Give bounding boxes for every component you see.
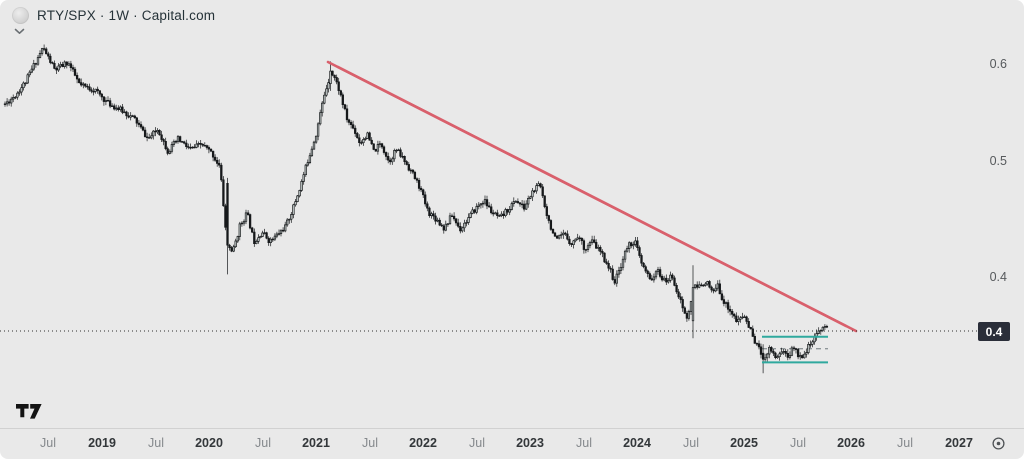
symbol-title[interactable]: RTY/SPX · 1W · Capital.com — [37, 8, 216, 23]
price-axis-label: 0.5 — [989, 154, 1007, 168]
time-axis-label[interactable]: 2025 — [730, 436, 758, 450]
time-axis-label[interactable]: Jul — [40, 436, 56, 450]
price-axis[interactable]: 0.6 0.5 0.4 — [964, 0, 1024, 428]
time-axis-label[interactable]: 2021 — [302, 436, 330, 450]
time-axis-label[interactable]: Jul — [683, 436, 699, 450]
time-axis-label[interactable]: Jul — [148, 436, 164, 450]
time-axis-label[interactable]: 2019 — [88, 436, 116, 450]
price-badge: 0.4 — [978, 322, 1010, 341]
price-axis-label: 0.4 — [989, 270, 1007, 284]
time-axis-label[interactable]: 2024 — [623, 436, 651, 450]
time-axis-label[interactable]: 2022 — [409, 436, 437, 450]
time-axis-label[interactable]: Jul — [576, 436, 592, 450]
candlestick-series[interactable] — [3, 44, 829, 374]
time-axis-label[interactable]: 2020 — [195, 436, 223, 450]
candle-bodies-up — [3, 48, 827, 360]
descending-channel[interactable] — [326, 60, 858, 333]
time-axis-label[interactable]: Jul — [897, 436, 913, 450]
candle-wicks — [4, 44, 828, 374]
price-axis-label: 0.6 — [989, 57, 1007, 71]
descending-trendline-lower[interactable] — [336, 65, 858, 333]
time-axis-label[interactable]: Jul — [255, 436, 271, 450]
symbol-header[interactable]: RTY/SPX · 1W · Capital.com — [12, 7, 215, 24]
chevron-down-icon[interactable] — [14, 28, 25, 35]
tradingview-logo[interactable] — [16, 404, 42, 419]
time-axis-label[interactable]: 2023 — [516, 436, 544, 450]
time-axis-label[interactable]: 2027 — [945, 436, 973, 450]
time-axis-label[interactable]: Jul — [790, 436, 806, 450]
price-badge-value: 0.4 — [985, 324, 1003, 339]
time-axis[interactable]: Jul 2019 Jul 2020 Jul 2021 Jul 2022 Jul 2023 Jul 20… — [0, 428, 1024, 459]
time-axis-label[interactable]: 2026 — [837, 436, 865, 450]
time-axis-label[interactable]: Jul — [362, 436, 378, 450]
candle-bodies-down — [7, 48, 829, 360]
instrument-logo — [12, 7, 29, 24]
time-axis-settings-icon[interactable] — [991, 436, 1006, 451]
time-axis-label[interactable]: Jul — [469, 436, 485, 450]
